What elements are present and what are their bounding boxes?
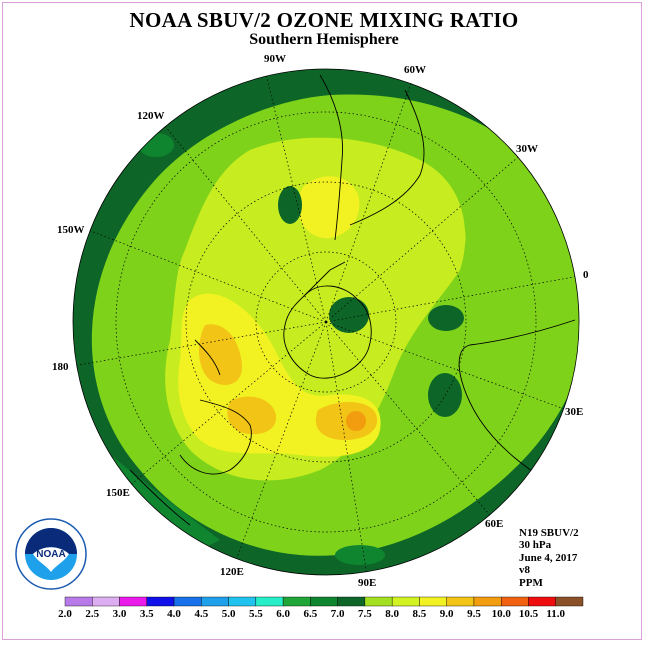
noaa-logo: NOAA [15,518,87,590]
info-date: June 4, 2017 [519,551,578,564]
colorbar-swatches [64,596,584,607]
colorbar-swatch [528,596,556,607]
band-9-5 [346,411,366,431]
lon-label-60w: 60W [404,64,426,76]
colorbar-label: 8.0 [385,608,399,620]
colorbar-label: 2.0 [58,608,72,620]
africa-coast [458,319,576,481]
band-9-0-a [198,324,243,385]
low-patch-2 [428,305,464,331]
colorbar-label: 4.0 [167,608,181,620]
lon-label-60e: 60E [485,518,503,530]
colorbar-swatch [92,596,120,607]
map-boundary [72,68,580,576]
colorbar-swatch [64,596,93,607]
map-subtitle: Southern Hemisphere [249,31,399,48]
colorbar-label: 9.5 [467,608,481,620]
colorbar-swatch [364,596,393,607]
colorbar-swatch [255,596,284,607]
coastlines [129,74,576,526]
low-patch-5 [335,545,385,565]
colorbar-swatch [501,596,529,607]
colorbar-label: 5.5 [249,608,263,620]
colorbar-label: 6.0 [276,608,290,620]
colorbar-label: 8.5 [413,608,427,620]
colorbar-swatch [555,596,584,607]
colorbar-swatch [119,596,147,607]
colorbar-swatch [310,596,338,607]
colorbar-label: 4.5 [194,608,208,620]
colorbar-swatch [419,596,447,607]
band-9-0-b [227,396,277,435]
colorbar-label: 9.0 [440,608,454,620]
info-version: v8 [519,564,530,577]
colorbar-swatch [173,596,202,607]
colorbar-label: 3.0 [113,608,127,620]
colorbar-label: 6.5 [303,608,317,620]
colorbar-swatch [473,596,502,607]
figure-frame [2,2,642,640]
colorbar-label: 3.5 [140,608,154,620]
longitude-labels: 90W 60W 30W 0 30E 60E 90E 120E 150E 180 … [52,53,589,589]
colorbar-label: 10.5 [519,608,539,620]
antarctica-coast [283,285,372,379]
lon-label-30e: 30E [565,406,583,418]
south-america-east [349,89,425,226]
lon-label-90e: 90E [358,577,376,589]
colorbar-label: 7.5 [358,608,372,620]
low-patch-1 [278,186,302,224]
colorbar-swatch [146,596,175,607]
south-america-west [319,74,343,241]
info-block: N19 SBUV/2 30 hPa June 4, 2017 v8 PPM [519,527,579,589]
lon-label-120w: 120W [137,110,165,122]
colorbar-label: 5.0 [222,608,236,620]
colorbar-swatch [282,596,311,607]
info-level: 30 hPa [519,539,552,552]
band-8-5-top [298,176,360,239]
indonesia-coast [129,469,191,526]
antarctic-peninsula [304,261,346,296]
logo-text: NOAA [36,549,65,560]
lon-label-150w: 150W [57,224,85,236]
colorbar-swatch [201,596,229,607]
lon-label-120e: 120E [220,566,244,578]
graticule [73,69,579,575]
low-patch-3 [428,373,462,417]
low-patch-pole [329,297,369,333]
colorbar-swatch [446,596,475,607]
colorbar-swatch [228,596,257,607]
colorbar-label: 7.0 [331,608,345,620]
info-satellite: N19 SBUV/2 [519,527,579,539]
lon-label-150e: 150E [106,487,130,499]
lon-label-90w: 90W [264,53,286,65]
map-title: NOAA SBUV/2 OZONE MIXING RATIO [129,8,519,32]
colorbar-label: 2.5 [85,608,99,620]
lon-label-0: 0 [583,269,589,281]
lon-label-180: 180 [52,361,69,373]
new-zealand [194,339,221,376]
colorbar-swatch [391,596,420,607]
colorbar-swatch [337,596,366,607]
info-units: PPM [519,576,543,589]
colorbar-labels: 2.0 2.5 3.0 3.5 4.0 4.5 5.0 5.5 6.0 6.5 7.0 7.5 8.0 8… [58,608,565,620]
colorbar-label: 11.0 [546,608,565,620]
lon-label-30w: 30W [516,143,538,155]
australia-coast [179,399,252,475]
colorbar-label: 10.0 [492,608,512,620]
